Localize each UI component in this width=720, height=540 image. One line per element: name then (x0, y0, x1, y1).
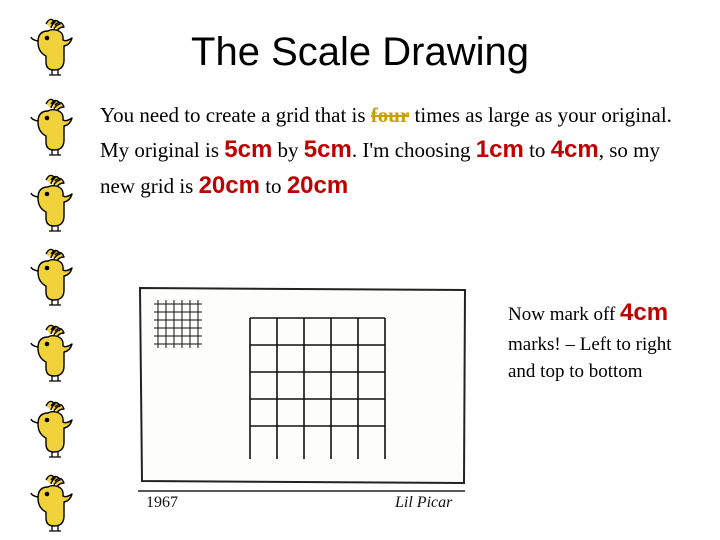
measure-20cm-b: 20cm (287, 172, 348, 199)
svg-text:Lil Picar: Lil Picar (394, 494, 453, 508)
text: by (272, 138, 304, 162)
text: . I'm choosing (352, 138, 476, 162)
svg-text:1967: 1967 (146, 494, 178, 508)
text: You need to create a grid that is (100, 103, 371, 127)
woodstock-icon (28, 248, 78, 308)
woodstock-icon (28, 98, 78, 158)
word-four: four (371, 103, 410, 127)
measure-5cm-b: 5cm (304, 136, 352, 163)
woodstock-icon (28, 474, 78, 534)
measure-4cm: 4cm (551, 136, 599, 163)
slide-title: The Scale Drawing (0, 30, 720, 75)
text: to (260, 174, 287, 198)
measure-1cm: 1cm (476, 136, 524, 163)
measure-4cm-side: 4cm (620, 299, 668, 326)
text: marks! – Left to right and top to bottom (508, 334, 672, 383)
text: Now mark off (508, 304, 620, 325)
measure-20cm-a: 20cm (199, 172, 260, 199)
side-note: Now mark off 4cm marks! – Left to right … (508, 296, 698, 386)
main-paragraph: You need to create a grid that is four t… (100, 100, 680, 204)
text: to (524, 138, 551, 162)
woodstock-icon (28, 174, 78, 234)
woodstock-icon (28, 400, 78, 460)
woodstock-icon (28, 324, 78, 384)
measure-5cm-a: 5cm (224, 136, 272, 163)
sketch-drawing: 1967 Lil Picar (130, 278, 480, 508)
